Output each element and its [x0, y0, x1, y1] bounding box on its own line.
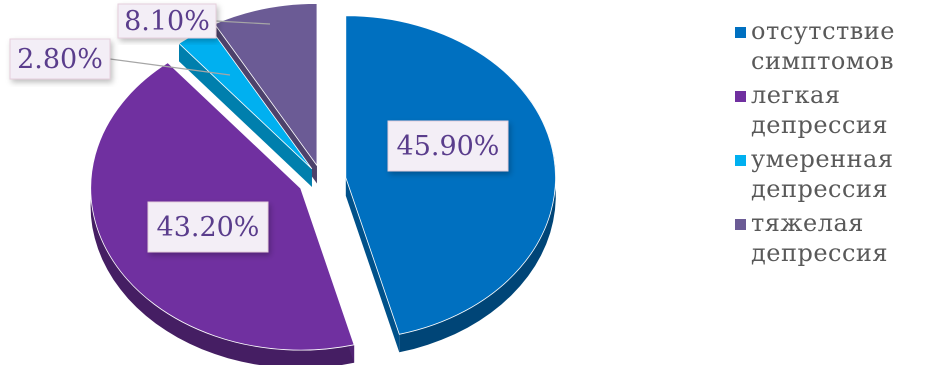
legend-swatch	[735, 27, 746, 38]
legend-label: легкая депрессия	[751, 81, 889, 139]
data-label: 43.20%	[147, 201, 269, 253]
legend-item: тяжелая депрессия	[735, 208, 925, 268]
data-label-text: 45.90%	[397, 131, 500, 162]
data-label: 8.10%	[117, 3, 217, 39]
pie-slice	[178, 26, 313, 187]
data-label-text: 8.10%	[124, 6, 210, 37]
legend: отсутствие симптомов легкая депрессия умер…	[735, 16, 925, 272]
legend-label: умеренная депрессия	[751, 145, 894, 203]
legend-label: отсутствие симптомов	[751, 17, 895, 75]
data-label: 45.90%	[387, 120, 509, 172]
legend-swatch	[735, 219, 746, 230]
legend-swatch	[735, 91, 746, 102]
data-label-text: 2.80%	[17, 44, 103, 75]
legend-item: умеренная депрессия	[735, 144, 925, 204]
leader-line	[215, 20, 271, 25]
legend-label: тяжелая депрессия	[751, 209, 889, 267]
leader-line	[109, 58, 231, 76]
data-label: 2.80%	[9, 38, 111, 80]
legend-item: легкая депрессия	[735, 80, 925, 140]
data-label-text: 43.20%	[157, 212, 260, 243]
legend-swatch	[735, 155, 746, 166]
pie-slice	[345, 15, 556, 353]
legend-item: отсутствие симптомов	[735, 16, 925, 76]
